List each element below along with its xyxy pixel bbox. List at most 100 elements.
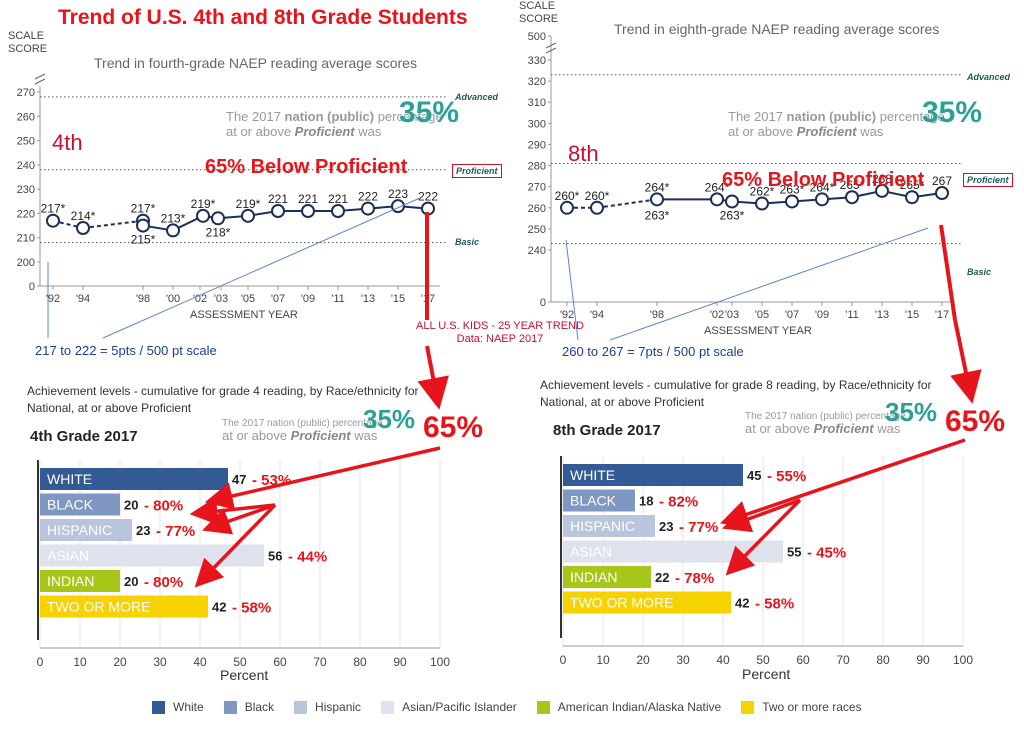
right-line-point [755, 196, 769, 211]
right-bar-callout: The 2017 nation (public) percentage at o… [745, 411, 906, 436]
left-ach-title: Achievement levels - cumulative for grad… [27, 384, 419, 415]
left-line-y-tick-label: 0 [29, 281, 35, 293]
left-line-y-tick-label: 240 [17, 160, 35, 172]
left-line-x-tick-label: '98 [136, 293, 150, 305]
right-line-x-tick-label: '02 [710, 309, 724, 321]
right-line-point [785, 194, 799, 209]
legend-swatch [294, 700, 308, 714]
right-bar-x-tick-label: 40 [716, 653, 730, 667]
right-proficient-pct: 35% [922, 96, 983, 129]
right-bar-bar-label: TWO OR MORE [570, 595, 673, 611]
legend-label: White [173, 700, 204, 714]
left-bar-bar-label: HISPANIC [47, 522, 112, 538]
legend-label: Black [244, 700, 275, 714]
right-bar-bar [563, 515, 655, 537]
right-arrow-indian [725, 498, 802, 576]
right-line-series-segment [596, 198, 658, 209]
right-bar-x-tick-label: 70 [836, 653, 850, 667]
right-bar-x-tick-label: 20 [636, 653, 650, 667]
right-line-x-tick-label: '94 [590, 309, 604, 321]
left-bar-bar-value: 47 [232, 472, 246, 487]
legend-item: Black [223, 700, 275, 714]
right-bar-bar-label: INDIAN [570, 569, 617, 585]
left-bar-bar-annotation: - 80% [144, 574, 183, 591]
left-bar-bar-annotation: - 58% [232, 600, 271, 617]
right-bar-bar-value: 42 [735, 596, 749, 611]
right-line-point [710, 192, 724, 207]
left-bar-bar-label: ASIAN [47, 548, 89, 564]
left-arrow-black [204, 446, 441, 510]
right-line-y-tick-label: 250 [528, 224, 546, 236]
right-line-y-tick-label: 260 [528, 203, 546, 215]
left-line-point [331, 204, 345, 218]
left-proficient-pct: 35% [399, 96, 460, 129]
left-bar-x-tick-label: 100 [430, 655, 450, 669]
right-bar-bar-value: 55 [787, 545, 801, 560]
right-line-point-label: 268 [872, 172, 892, 186]
right-line-point [875, 183, 889, 198]
right-line-axis-break [545, 42, 557, 54]
left-line-y-tick-label: 270 [17, 87, 35, 99]
right-bar-bar-value: 18 [639, 494, 653, 509]
left-line-point [46, 213, 60, 228]
left-bar-x-tick-label: 10 [73, 655, 87, 669]
left-line-point [166, 223, 180, 238]
left-line-point-label: 217* [41, 202, 66, 216]
left-line-point-label: 221 [268, 192, 288, 206]
right-red-65: 65% [945, 405, 1006, 438]
right-basic-label: Basic [967, 267, 992, 277]
left-line-point-label: 217* [131, 202, 156, 216]
left-bar-heading: 4th Grade 2017 [30, 428, 138, 445]
right-bar-bar-annotation: - 55% [767, 468, 806, 485]
right-note-pointer [565, 239, 579, 341]
right-bar-bar-value: 22 [655, 570, 669, 585]
main-title: Trend of U.S. 4th and 8th Grade Students [58, 6, 468, 29]
left-line-y-tick-label: 210 [17, 233, 35, 245]
left-bar-x-tick-label: 30 [153, 655, 167, 669]
right-line-point-label: 260* [585, 189, 610, 203]
right-line-point-label: 264* [705, 180, 730, 194]
right-arrow-hispanic [722, 498, 801, 533]
right-line-x-tick-label: '11 [845, 309, 859, 321]
left-bar-x-tick-label: 40 [193, 655, 207, 669]
right-line-point-label: 264* [645, 180, 670, 194]
left-panel-title: Trend in fourth-grade NAEP reading avera… [94, 55, 417, 71]
right-ach-title: Achievement levels - cumulative for grad… [540, 378, 932, 409]
right-bar-bar [563, 591, 731, 614]
right-bar-bar-annotation: - 45% [807, 545, 846, 562]
left-line-axis-break [34, 73, 46, 85]
right-bar-bar-value: 45 [747, 468, 761, 483]
legend-item: Two or more races [741, 700, 862, 714]
left-bar-callout-pct: 35% [363, 404, 416, 434]
right-line-point [590, 200, 604, 215]
left-basic-label: Basic [455, 237, 480, 247]
right-bar-bar [563, 464, 743, 486]
right-bar-x-tick-label: 0 [560, 653, 567, 667]
right-line-point-label: 264* [810, 180, 835, 194]
right-line-x-tick-label: '07 [785, 309, 799, 321]
left-bar-x-tick-label: 60 [273, 655, 287, 669]
right-bar-bar-value: 23 [659, 519, 673, 534]
right-line-y-tick-label: 320 [528, 76, 546, 88]
right-bar-x-tick-label: 100 [953, 653, 973, 667]
right-line-point-label: 263* [780, 182, 805, 196]
legend-item: Asian/Pacific Islander [381, 700, 517, 714]
legend-swatch [381, 700, 395, 714]
left-bar-x-tick-label: 70 [313, 655, 327, 669]
right-bar-bar-annotation: - 78% [675, 570, 714, 587]
left-proficient-label: Proficient [452, 164, 502, 178]
right-bar-x-tick-label: 80 [876, 653, 890, 667]
right-bar-bar-annotation: - 82% [659, 494, 698, 511]
left-line-x-tick-label: '13 [361, 293, 375, 305]
left-bar-bar-label: TWO OR MORE [47, 599, 150, 615]
right-xaxis-title: ASSESSMENT YEAR [704, 325, 812, 337]
left-xaxis-title: ASSESSMENT YEAR [190, 309, 298, 321]
left-ylabel-1: SCALE [8, 30, 45, 42]
right-line-point-label: 265* [900, 178, 925, 192]
left-line-point [241, 208, 255, 223]
right-bar-x-tick-label: 60 [796, 653, 810, 667]
right-line-x-tick-label: '13 [875, 309, 889, 321]
left-line-point-label: 219* [236, 197, 261, 211]
left-line-point [211, 211, 225, 226]
